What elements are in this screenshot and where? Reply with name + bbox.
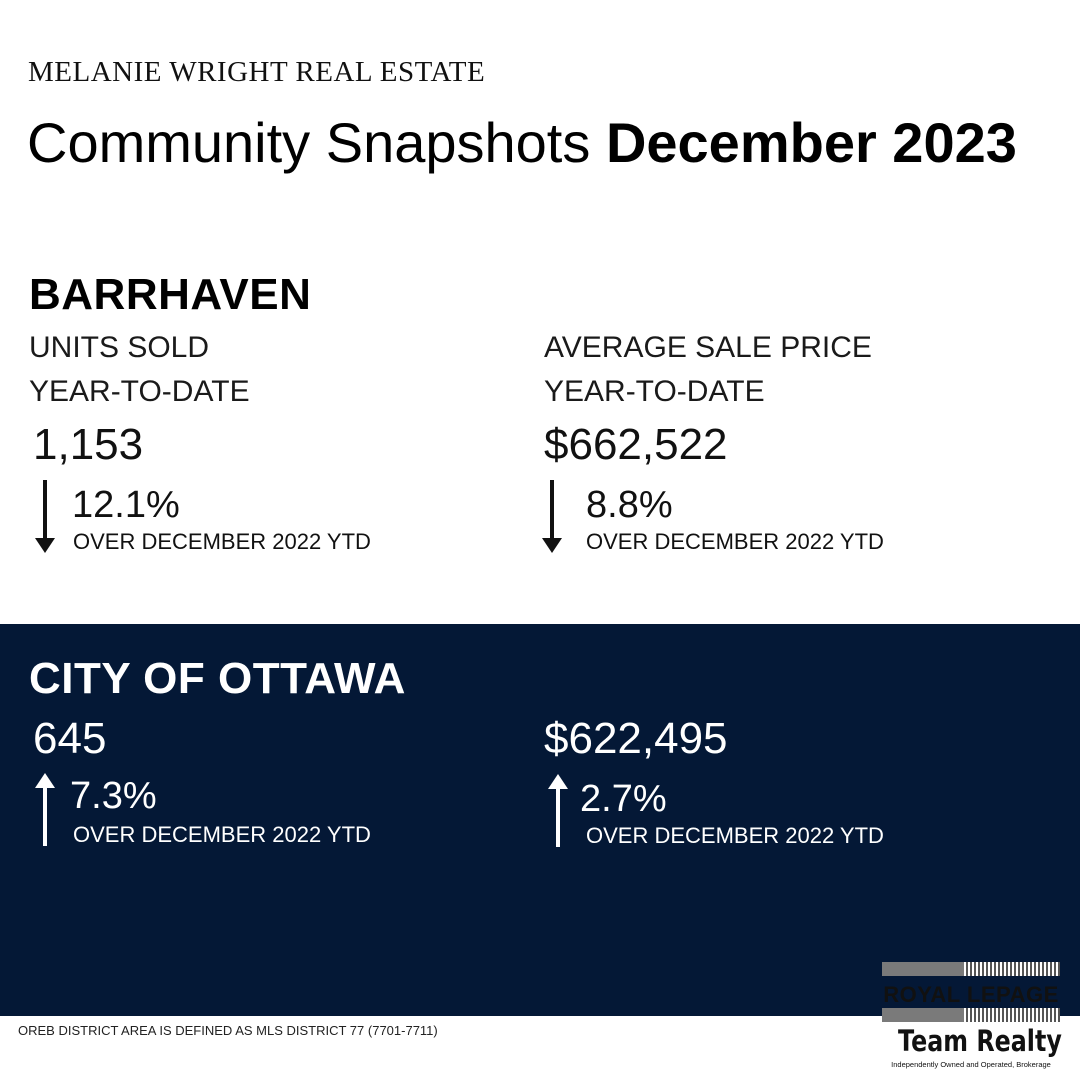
up-arrow-icon (35, 773, 55, 846)
title-regular: Community Snapshots (27, 111, 591, 174)
ottawa-title: CITY OF OTTAWA (29, 654, 406, 703)
units-sold-label: UNITS SOLD (29, 331, 210, 364)
avg-price-value: $662,522 (544, 420, 728, 469)
ottawa-price-comparison: OVER DECEMBER 2022 YTD (586, 823, 884, 848)
avg-price-period: YEAR-TO-DATE (544, 375, 765, 408)
logo-bottom-bar (882, 1008, 1060, 1022)
units-sold-value: 1,153 (33, 420, 144, 469)
barrhaven-title: BARRHAVEN (29, 270, 312, 319)
logo-tagline: Independently Owned and Operated, Broker… (891, 1060, 1051, 1069)
units-sold-period: YEAR-TO-DATE (29, 375, 250, 408)
up-arrow-icon (548, 774, 568, 847)
avg-price-comparison: OVER DECEMBER 2022 YTD (586, 529, 884, 554)
avg-price-change: 8.8% (586, 484, 673, 526)
avg-price-label: AVERAGE SALE PRICE (544, 331, 872, 364)
logo-top-bar (882, 962, 1060, 976)
down-arrow-icon (542, 480, 562, 553)
title-bold: December 2023 (605, 111, 1017, 174)
royal-lepage-logo: ROYAL LEPAGE Team Realty Independently O… (882, 962, 1062, 1070)
footer-note: OREB DISTRICT AREA IS DEFINED AS MLS DIS… (18, 1023, 438, 1038)
page-title: Community Snapshots December 2023 (27, 110, 1017, 175)
ottawa-units-comparison: OVER DECEMBER 2022 YTD (73, 822, 371, 847)
logo-brand-name: ROYAL LEPAGE (883, 982, 1059, 1007)
down-arrow-icon (35, 480, 55, 553)
logo-team-name: Team Realty (898, 1024, 1062, 1058)
ottawa-panel: CITY OF OTTAWA 645 7.3% OVER DECEMBER 20… (0, 624, 1080, 1016)
ottawa-units-change: 7.3% (70, 775, 157, 817)
ottawa-price-change: 2.7% (580, 778, 667, 820)
ottawa-price-value: $622,495 (544, 714, 728, 763)
brand-name: MELANIE WRIGHT REAL ESTATE (28, 56, 486, 88)
units-sold-change: 12.1% (72, 484, 180, 526)
ottawa-units-value: 645 (33, 714, 107, 763)
units-sold-comparison: OVER DECEMBER 2022 YTD (73, 529, 371, 554)
